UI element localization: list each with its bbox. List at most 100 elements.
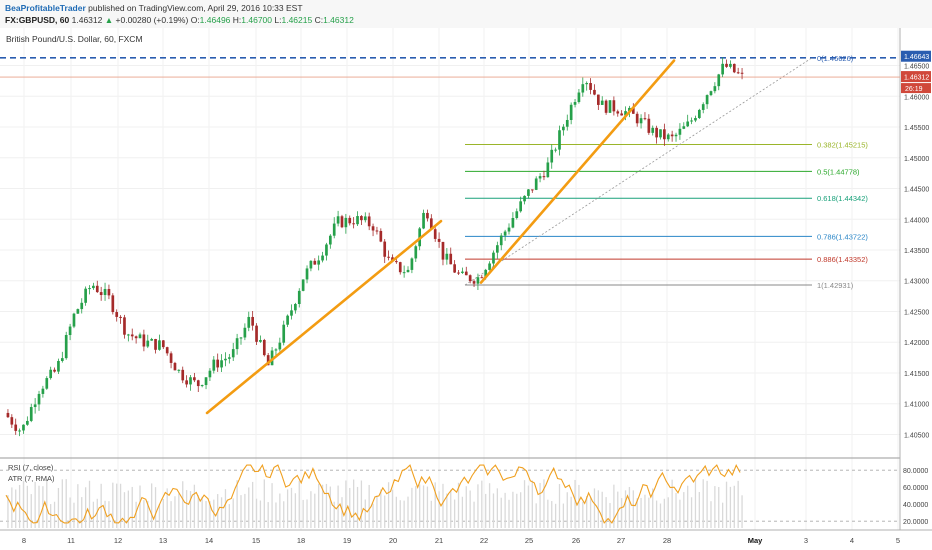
candle-body: [678, 128, 682, 135]
candle-body: [200, 385, 204, 387]
candle-body: [729, 63, 732, 67]
candle-body: [251, 316, 254, 326]
fib-level-label: 1(1.42931): [817, 281, 854, 290]
candle-body: [565, 119, 569, 127]
candle-body: [290, 310, 293, 316]
author-link[interactable]: BeaProfitableTrader: [5, 3, 86, 13]
candle-body: [367, 216, 371, 227]
candle-body: [243, 327, 247, 338]
price-axis[interactable]: 1.46500 1.46000 1.45500 1.45000 1.44500 1.440…: [901, 50, 931, 440]
candle-body: [604, 100, 608, 113]
candle-body: [220, 360, 223, 368]
candle-body: [705, 95, 709, 105]
candle-body: [123, 317, 126, 335]
candle-body: [488, 263, 491, 270]
candle-body: [18, 430, 21, 432]
time-tick-label: 25: [525, 536, 533, 545]
candle-body: [453, 264, 456, 273]
trend-line[interactable]: [479, 59, 676, 284]
candle-body: [363, 216, 367, 221]
candle-body: [697, 109, 701, 119]
time-tick-label: 28: [663, 536, 671, 545]
fib-level-label: 0.886(1.43352): [817, 255, 868, 264]
candle-body: [228, 357, 231, 359]
candle-body: [95, 285, 99, 293]
time-axis[interactable]: 8 11 12 13 14 15 18 19 20 21 22 25 26 27 28 May 3 4 5: [22, 536, 900, 545]
candle-body: [709, 91, 713, 96]
close-label: C:: [314, 15, 324, 25]
candle-body: [193, 377, 196, 381]
candle-body: [53, 369, 56, 372]
candle-body: [212, 359, 216, 371]
candle-body: [624, 111, 627, 116]
candle-body: [356, 216, 359, 225]
candle-body: [406, 269, 410, 273]
candle-body: [239, 337, 243, 339]
candle-body: [375, 230, 379, 232]
candle-body: [550, 149, 554, 163]
candle-body: [204, 377, 208, 386]
candle-body: [92, 285, 95, 289]
price-chart[interactable]: 0(1.46626) 0.382(1.45215) 0.5(1.44778) 0.61…: [0, 28, 932, 550]
candle-body: [127, 334, 130, 336]
time-tick-label: 11: [67, 536, 75, 545]
fib-level-label: 0.5(1.44778): [817, 167, 860, 176]
candle-body: [185, 380, 188, 385]
candle-body: [181, 369, 185, 381]
candle-body: [107, 288, 111, 296]
candle-body: [196, 380, 200, 387]
candle-body: [266, 355, 270, 366]
candle-body: [496, 245, 499, 253]
candle-body: [119, 316, 122, 318]
indicator-tick-label: 60.0000: [903, 485, 928, 492]
price-tick-label: 1.45500: [904, 125, 929, 132]
candle-body: [111, 295, 115, 313]
candle-body: [348, 217, 352, 224]
symbol-label: FX:GBPUSD, 60: [5, 15, 70, 25]
candle-body: [49, 369, 53, 379]
candle-body: [158, 340, 161, 350]
candle-body: [68, 326, 72, 336]
candle-body: [115, 312, 119, 317]
candle-body: [655, 127, 658, 138]
candle-body: [189, 377, 192, 385]
candle-body: [736, 72, 740, 74]
candle-body: [142, 334, 146, 347]
low-value: 1.46215: [281, 15, 313, 25]
candle-body: [224, 358, 227, 361]
candle-body: [297, 290, 301, 304]
candle-body: [445, 253, 449, 260]
candle-body: [72, 313, 76, 327]
high-label: H:: [232, 15, 242, 25]
time-tick-label: 4: [850, 536, 854, 545]
candle-body: [569, 104, 573, 120]
candle-body: [635, 113, 639, 124]
candle-body: [554, 149, 557, 151]
candle-body: [14, 424, 18, 431]
candle-body: [530, 189, 534, 191]
trend-lines[interactable]: [205, 59, 676, 415]
candle-body: [336, 216, 340, 224]
candle-body: [88, 288, 91, 290]
price-tick-label: 1.44000: [904, 217, 929, 224]
candle-body: [29, 407, 33, 421]
open-value: 1.46496: [199, 15, 231, 25]
time-tick-label: 13: [159, 536, 167, 545]
candle-body: [103, 288, 107, 296]
candle-body: [717, 74, 721, 87]
chart-header: BeaProfitableTrader published on Trading…: [0, 0, 932, 29]
time-tick-label: 3: [804, 536, 808, 545]
candle-body: [321, 255, 324, 261]
candle-body: [651, 127, 655, 133]
candle-body: [670, 134, 674, 137]
candle-body: [600, 100, 604, 105]
low-label: L:: [274, 15, 282, 25]
candle-body: [492, 252, 495, 264]
candle-body: [294, 303, 297, 311]
candle-body: [325, 244, 328, 256]
candle-body: [208, 370, 212, 378]
trend-line[interactable]: [205, 219, 443, 415]
candle-body: [585, 83, 589, 85]
candle-body: [37, 393, 41, 405]
candle-body: [146, 340, 150, 347]
